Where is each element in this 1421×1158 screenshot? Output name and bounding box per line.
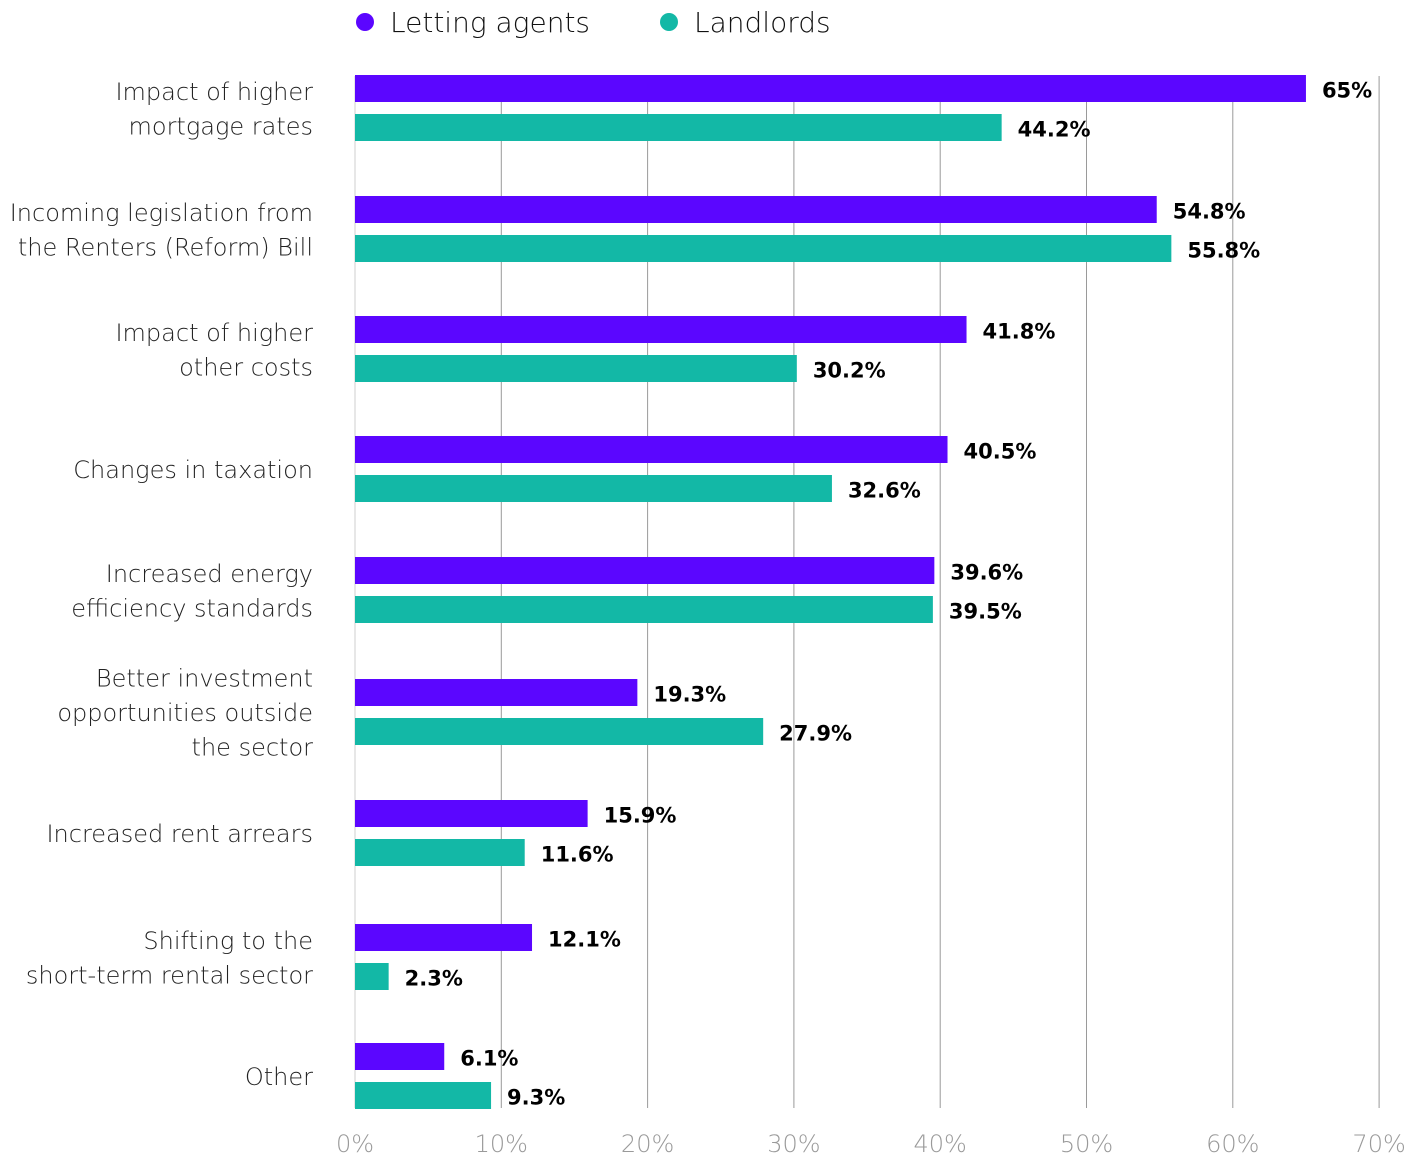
bar-letting-agents: [355, 316, 967, 343]
category-label-line: the sector: [192, 734, 314, 762]
data-label: 27.9%: [779, 722, 852, 746]
data-label: 2.3%: [405, 967, 463, 991]
category-label: Increased rent arrears: [46, 820, 313, 848]
category-label: Other: [245, 1063, 313, 1091]
category-label-line: Impact of higher: [115, 319, 313, 347]
data-label: 32.6%: [848, 479, 921, 503]
legend-label-letting-agents: Letting agents: [390, 5, 591, 39]
bar-landlords: [355, 839, 525, 866]
x-tick-label: 10%: [475, 1130, 528, 1158]
data-label: 9.3%: [507, 1086, 565, 1110]
legend-item-landlords: Landlords: [660, 6, 831, 39]
x-tick-label: 70%: [1352, 1130, 1405, 1158]
bar-landlords: [355, 963, 389, 990]
data-label: 19.3%: [653, 683, 726, 707]
data-label: 44.2%: [1018, 118, 1091, 142]
data-label: 6.1%: [460, 1047, 518, 1071]
legend-item-letting-agents: Letting agents: [356, 6, 590, 39]
legend-dot-landlords: [660, 13, 679, 31]
category-label-line: efficiency standards: [71, 594, 313, 622]
bar-letting-agents: [355, 924, 533, 951]
bar-landlords: [355, 718, 764, 745]
category-label: Increased energy efficiency standards: [71, 560, 313, 623]
category-label-line: other costs: [179, 353, 313, 381]
category-label-line: Shifting to the: [143, 927, 313, 955]
bar-letting-agents: [355, 196, 1157, 223]
bar-landlords: [355, 1082, 492, 1109]
category-label: Impact of higher other costs: [115, 319, 313, 382]
data-label: 30.2%: [813, 359, 886, 383]
bar-letting-agents: [355, 75, 1306, 102]
category-label-line: mortgage rates: [129, 112, 314, 140]
category-label-line: Other: [245, 1063, 313, 1091]
bar-landlords: [355, 114, 1002, 141]
data-label: 65%: [1322, 79, 1372, 103]
category-label-line: short-term rental sector: [26, 961, 313, 989]
x-tick-label: 0%: [336, 1130, 374, 1158]
category-label: Shifting to the short-term rental sector: [26, 927, 313, 990]
x-tick-label: 30%: [767, 1130, 820, 1158]
bar-landlords: [355, 235, 1172, 262]
data-label: 54.8%: [1173, 200, 1246, 224]
category-label-line: Changes in taxation: [73, 456, 313, 484]
bar-landlords: [355, 596, 933, 623]
data-label: 12.1%: [548, 928, 621, 952]
legend-dot-letting-agents: [356, 13, 374, 31]
category-label: Impact of higher mortgage rates: [115, 78, 313, 141]
x-tick-label: 50%: [1060, 1130, 1113, 1158]
bar-letting-agents: [355, 800, 588, 827]
category-label-line: the Renters (Reform) Bill: [18, 233, 313, 261]
data-label: 39.6%: [950, 561, 1023, 585]
category-label-line: Incoming legislation from: [10, 199, 313, 227]
x-tick-label: 60%: [1206, 1130, 1259, 1158]
data-label: 40.5%: [964, 440, 1037, 464]
legend: Letting agents Landlords: [356, 2, 901, 42]
data-label: 55.8%: [1187, 239, 1260, 263]
category-label: Changes in taxation: [73, 456, 313, 484]
bar-letting-agents: [355, 557, 935, 584]
category-label-line: Impact of higher: [115, 78, 313, 106]
legend-label-landlords: Landlords: [694, 5, 831, 39]
bar-landlords: [355, 475, 832, 502]
data-label: 41.8%: [983, 320, 1056, 344]
bar-letting-agents: [355, 436, 948, 463]
data-label: 39.5%: [949, 600, 1022, 624]
category-label: Incoming legislation from the Renters (Re…: [10, 199, 313, 262]
category-label-line: opportunities outside: [57, 699, 313, 727]
category-label-line: Better investment: [96, 665, 313, 693]
category-label-line: Increased energy: [106, 560, 313, 588]
x-tick-label: 40%: [914, 1130, 967, 1158]
bar-landlords: [355, 355, 797, 382]
x-tick-label: 20%: [621, 1130, 674, 1158]
category-label: Better investment opportunities outside th…: [57, 665, 313, 762]
data-label: 11.6%: [541, 843, 614, 867]
category-label-line: Increased rent arrears: [46, 820, 313, 848]
data-label: 15.9%: [604, 804, 677, 828]
bar-letting-agents: [355, 679, 638, 706]
bar-letting-agents: [355, 1043, 445, 1070]
